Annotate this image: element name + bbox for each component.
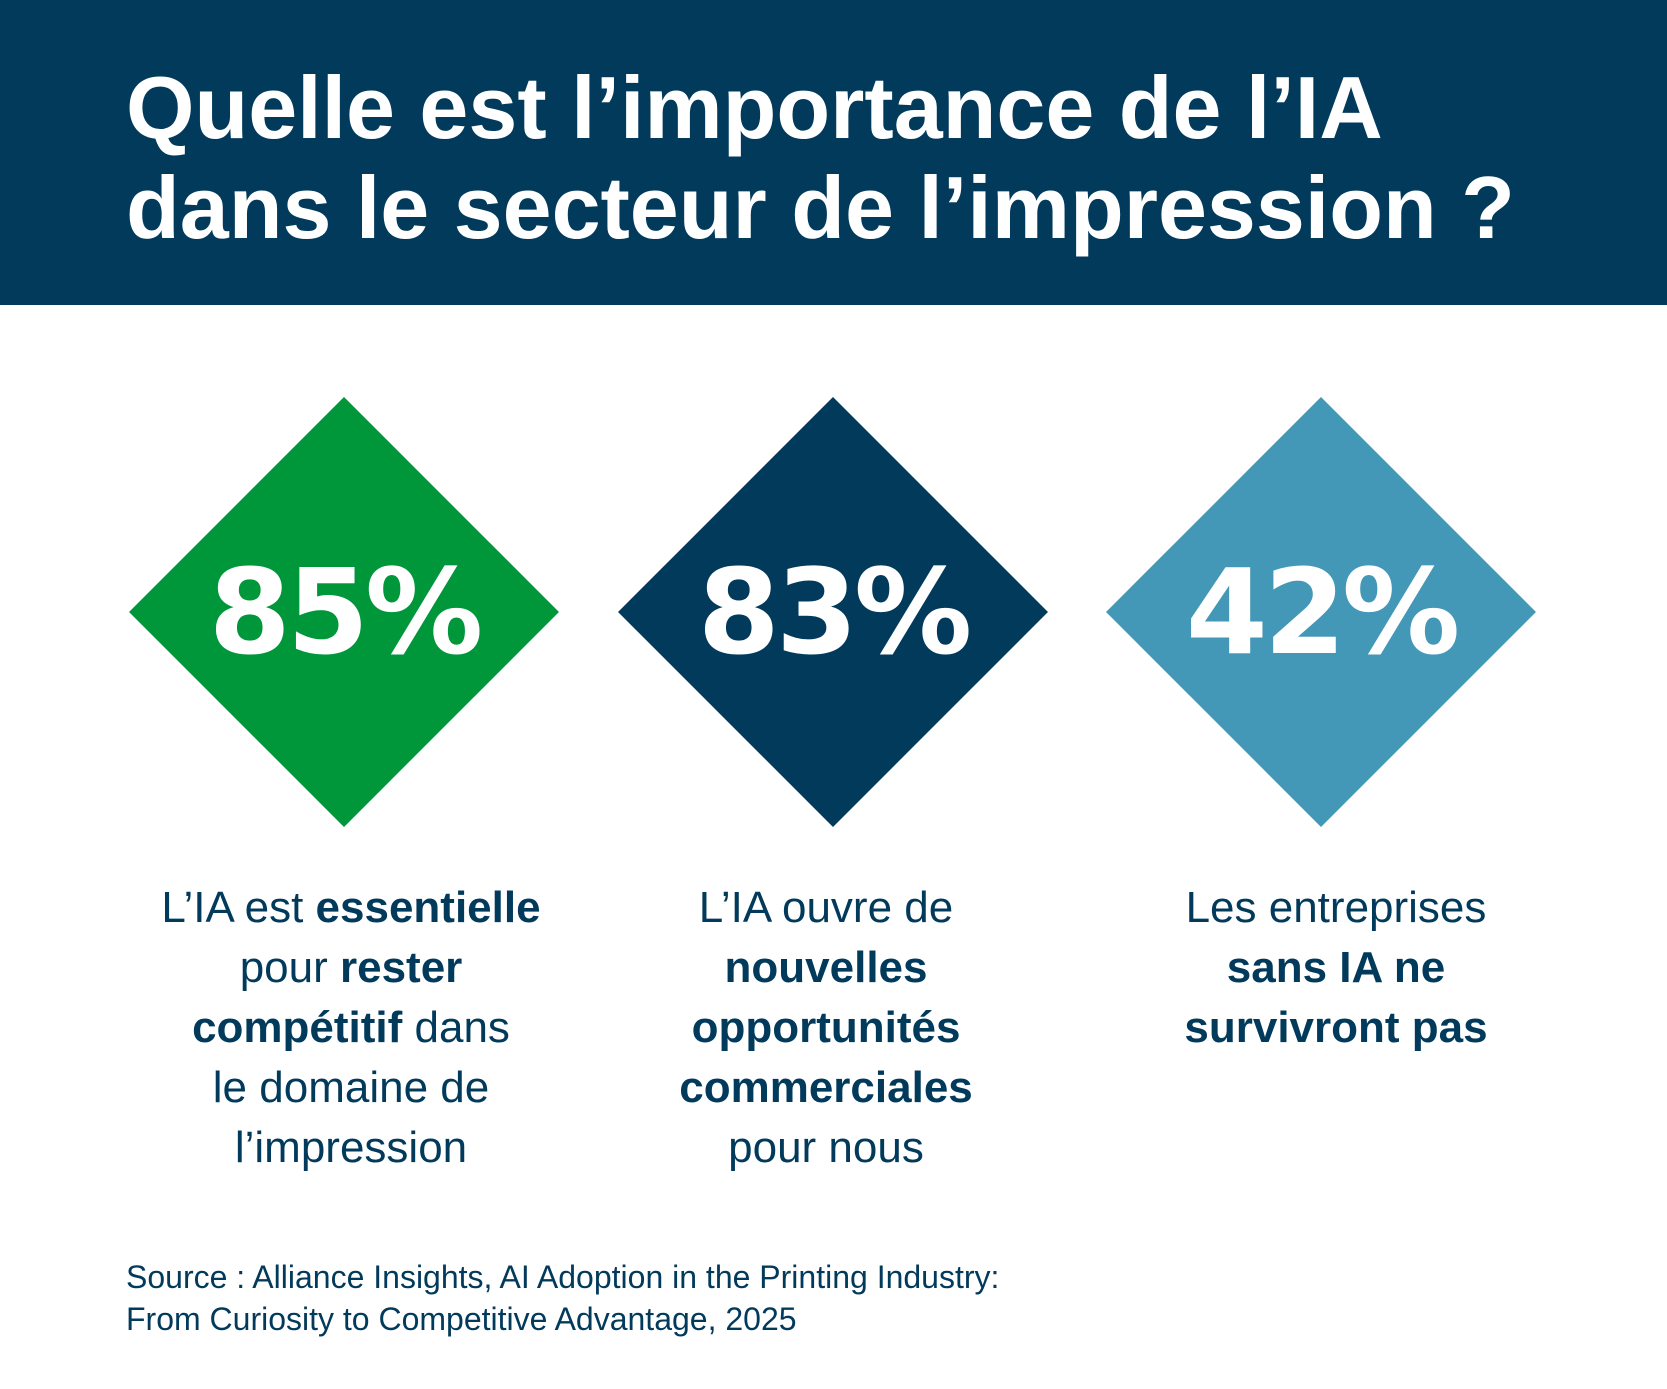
desc-bold: survivront pas [1184, 1003, 1488, 1052]
source-line-2: From Curiosity to Competitive Advantage,… [126, 1301, 797, 1337]
desc-bold: opportunités [691, 1003, 961, 1052]
title-line-2: dans le secteur de l’impression ? [126, 158, 1515, 257]
desc-text: dans [402, 1003, 510, 1052]
desc-text: l’impression [234, 1123, 468, 1172]
stat-value-83: 83% [697, 543, 972, 681]
desc-bold: sans IA ne [1226, 943, 1446, 992]
desc-text: L’IA ouvre de [698, 883, 954, 932]
stat-value-42: 42% [1185, 543, 1460, 681]
desc-text: pour nous [728, 1123, 924, 1172]
stat-description-2: L’IA ouvre de nouvelles opportunités com… [566, 878, 1086, 1178]
desc-text: le domaine de [212, 1063, 490, 1112]
desc-text: pour [239, 943, 340, 992]
desc-text: L’IA est [161, 883, 316, 932]
desc-bold: rester [339, 943, 463, 992]
title-line-1: Quelle est l’importance de l’IA [126, 58, 1383, 157]
desc-text: Les entreprises [1185, 883, 1487, 932]
source-citation: Source : Alliance Insights, AI Adoption … [126, 1256, 999, 1340]
header-banner: Quelle est l’importance de l’IA dans le … [0, 0, 1667, 305]
desc-bold: essentielle [315, 883, 541, 932]
source-line-1: Source : Alliance Insights, AI Adoption … [126, 1259, 1000, 1295]
stat-description-1: L’IA est essentielle pour rester compéti… [91, 878, 611, 1178]
desc-bold: nouvelles [724, 943, 928, 992]
stat-value-85: 85% [208, 543, 483, 681]
desc-bold: compétitif [192, 1003, 403, 1052]
page-title: Quelle est l’importance de l’IA dans le … [126, 58, 1515, 258]
stat-description-3: Les entreprises sans IA ne survivront pa… [1076, 878, 1596, 1058]
desc-bold: commerciales [679, 1063, 973, 1112]
